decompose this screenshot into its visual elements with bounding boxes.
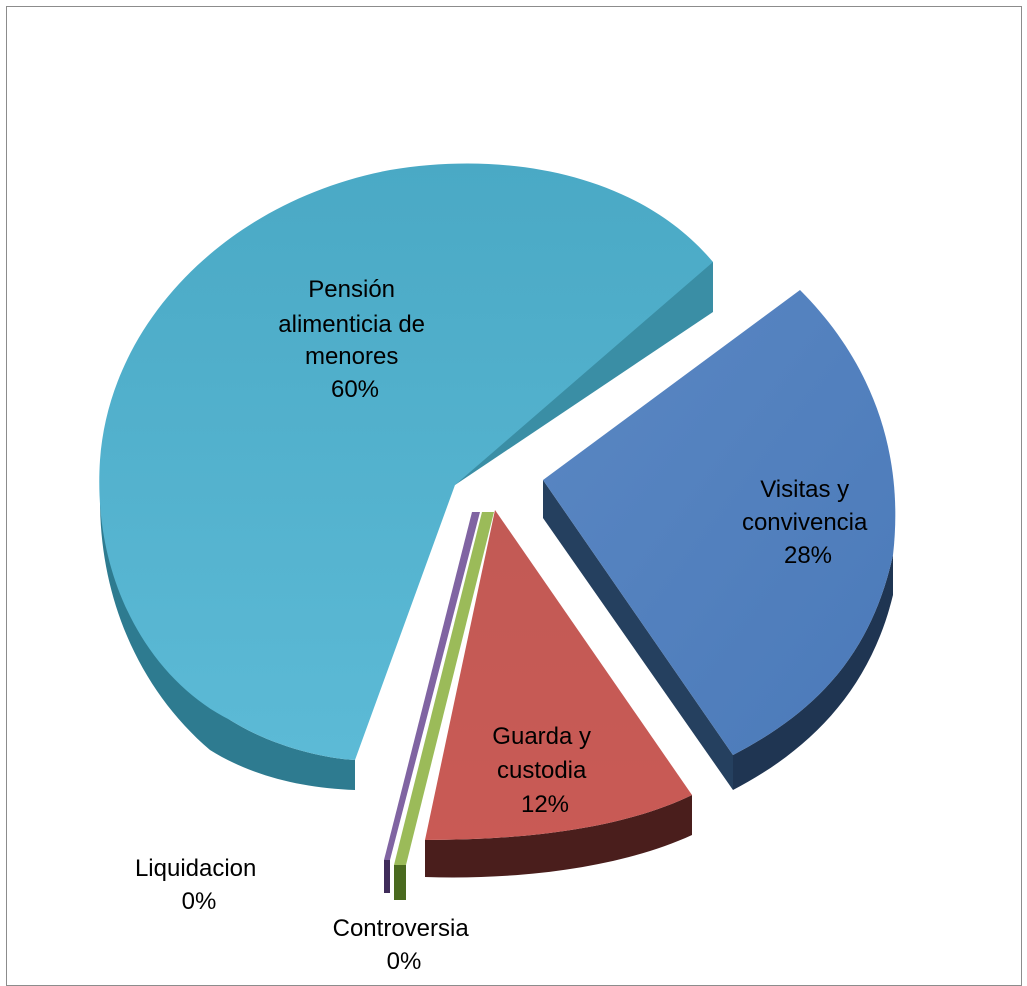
label-liquidacion-line-1: Liquidacion — [135, 855, 256, 882]
label-guarda: Guarda y custodia 12% — [492, 723, 597, 818]
slice-labels: Pensión alimenticia de menores 60% Visit… — [135, 276, 874, 975]
label-visitas-line-1: Visitas y — [760, 476, 849, 503]
slice-visitas-arc-side — [733, 555, 893, 790]
slice-pension — [99, 163, 713, 761]
label-guarda-percent: 12% — [521, 791, 569, 818]
slice-controversia-side — [394, 865, 406, 900]
label-pension-line-1: Pensión — [308, 276, 395, 303]
label-pension: Pensión alimenticia de menores 60% — [278, 276, 431, 403]
slice-visitas — [543, 290, 896, 755]
slice-guarda-side — [425, 795, 692, 878]
label-pension-line-2: alimenticia de — [278, 311, 425, 338]
slice-pension-side — [100, 460, 355, 790]
label-guarda-line-2: custodia — [497, 757, 587, 784]
label-liquidacion-percent: 0% — [182, 888, 217, 915]
label-controversia-percent: 0% — [387, 948, 422, 975]
label-pension-percent: 60% — [331, 376, 379, 403]
label-pension-line-3: menores — [305, 343, 398, 370]
slice-controversia — [394, 512, 494, 865]
label-controversia: Controversia 0% — [333, 915, 476, 975]
slice-guarda — [425, 510, 692, 840]
slice-top-layer — [99, 163, 896, 865]
slice-visitas-side — [543, 480, 733, 790]
label-liquidacion: Liquidacion 0% — [135, 855, 263, 915]
slice-liquidacion — [384, 512, 480, 860]
label-controversia-line-1: Controversia — [333, 915, 470, 942]
label-guarda-line-1: Guarda y — [492, 723, 591, 750]
label-visitas-line-2: convivencia — [742, 509, 868, 536]
label-visitas-percent: 28% — [784, 542, 832, 569]
slice-liquidacion-side — [384, 860, 390, 893]
label-visitas: Visitas y convivencia 28% — [742, 476, 874, 569]
